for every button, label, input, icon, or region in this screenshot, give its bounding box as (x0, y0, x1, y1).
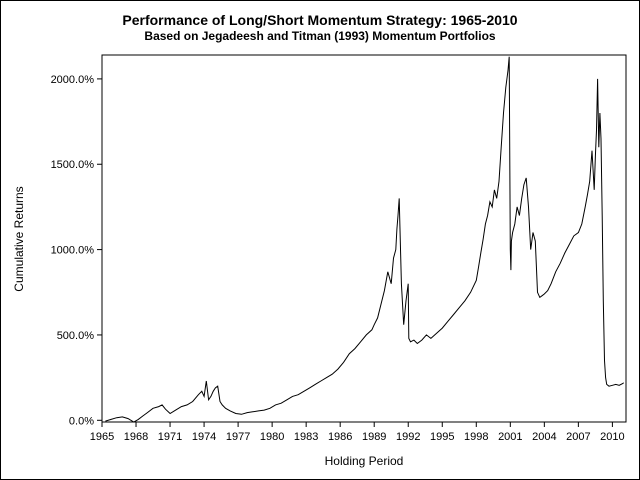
series-line-cumulative-returns (105, 56, 625, 423)
y-axis-title: Cumulative Returns (12, 186, 26, 291)
x-tick-label: 1974 (192, 431, 216, 443)
x-axis: 1965 1968 1971 1974 1977 1980 1983 1986 1989 1992… (90, 422, 625, 443)
y-tick-label: 500.0% (57, 330, 95, 342)
x-tick-label: 1998 (464, 431, 488, 443)
chart-title: Performance of Long/Short Momentum Strat… (122, 12, 518, 28)
x-axis-title: Holding Period (325, 454, 404, 468)
y-axis: 0.0% 500.0% 1000.0% 1500.0% 2000.0% (51, 74, 102, 427)
x-tick-label: 2004 (532, 431, 556, 443)
x-tick-label: 1992 (396, 431, 420, 443)
x-tick-label: 1977 (226, 431, 250, 443)
x-tick-label: 1971 (158, 431, 182, 443)
x-tick-label: 1983 (294, 431, 318, 443)
x-tick-label: 1986 (328, 431, 352, 443)
x-tick-label: 2007 (566, 431, 590, 443)
x-tick-label: 1989 (362, 431, 386, 443)
plot-area (101, 54, 627, 423)
x-tick-label: 1995 (430, 431, 454, 443)
x-tick-label: 1968 (124, 431, 148, 443)
y-tick-label: 1500.0% (51, 159, 95, 171)
x-tick-label: 1965 (90, 431, 114, 443)
chart-subtitle: Based on Jegadeesh and Titman (1993) Mom… (144, 29, 496, 43)
y-tick-label: 0.0% (69, 415, 94, 427)
x-tick-label: 2001 (498, 431, 522, 443)
x-tick-label: 1980 (260, 431, 284, 443)
x-tick-label: 2010 (600, 431, 624, 443)
y-tick-label: 2000.0% (51, 74, 95, 86)
y-tick-label: 1000.0% (51, 245, 95, 257)
